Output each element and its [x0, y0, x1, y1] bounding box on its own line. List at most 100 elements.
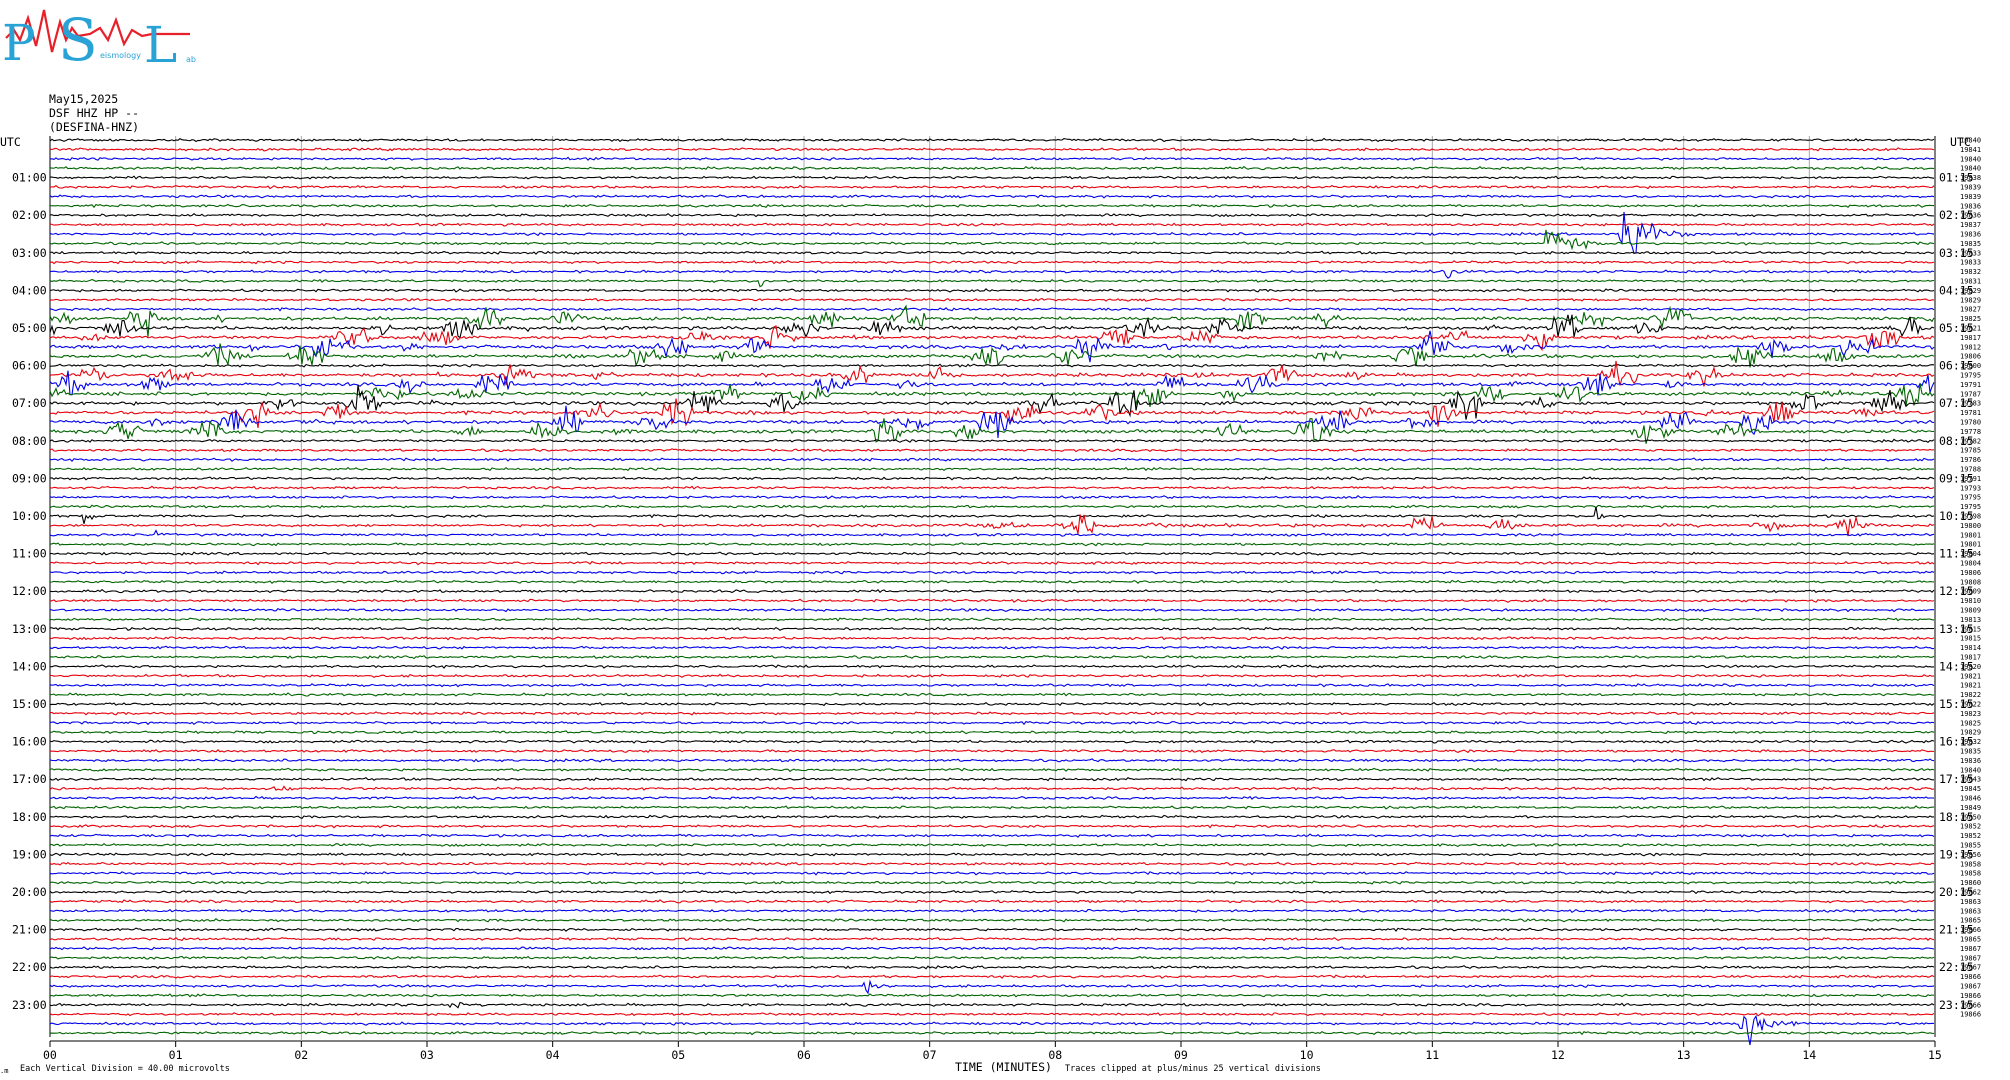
trace-line — [49, 383, 1935, 407]
logo-wave — [5, 9, 190, 53]
chart-grid — [49, 136, 1936, 1047]
trace-value-label: 19867 — [1960, 945, 1981, 953]
trace-line — [49, 137, 1935, 143]
hour-label-right: 17:15 — [1939, 772, 1974, 786]
trace-value-label: 19825 — [1960, 719, 1981, 727]
trace-value-label: 19821 — [1960, 325, 1981, 333]
trace-line — [49, 767, 1935, 773]
trace-value-label: 19840 — [1960, 766, 1981, 774]
trace-value-label: 19863 — [1960, 898, 1981, 906]
hour-label-right: 16:15 — [1939, 735, 1974, 749]
trace-line — [49, 758, 1935, 763]
trace-value-label: 19849 — [1960, 804, 1981, 812]
hour-label-left: 05:00 — [12, 321, 47, 335]
hour-label-left: 01:00 — [12, 171, 47, 185]
trace-line — [49, 927, 1935, 932]
trace-value-label: 19833 — [1960, 259, 1981, 267]
trace-line — [49, 1001, 1935, 1009]
trace-value-label: 19852 — [1960, 832, 1981, 840]
trace-line — [49, 514, 1935, 537]
trace-line — [49, 805, 1935, 810]
trace-value-label: 19815 — [1960, 625, 1981, 633]
trace-line — [49, 965, 1935, 970]
x-tick-label: 10 — [1300, 1048, 1314, 1062]
trace-line — [49, 908, 1934, 914]
trace-value-label: 19804 — [1960, 550, 1981, 558]
logo-small-ab: ab — [186, 55, 196, 64]
trace-value-label: 19800 — [1960, 522, 1981, 530]
trace-line — [49, 729, 1935, 735]
trace-value-label: 19791 — [1960, 475, 1981, 483]
trace-line — [49, 494, 1935, 500]
trace-line — [49, 946, 1935, 951]
trace-line — [49, 360, 1935, 387]
trace-value-label: 19852 — [1960, 823, 1981, 831]
x-tick-label: 08 — [1048, 1048, 1062, 1062]
trace-line — [49, 307, 1935, 312]
trace-value-label: 19795 — [1960, 503, 1981, 511]
trace-line — [49, 260, 1935, 265]
trace-line — [49, 229, 1935, 251]
trace-value-label: 19787 — [1960, 390, 1981, 398]
trace-value-label: 19821 — [1960, 672, 1981, 680]
trace-line — [49, 570, 1935, 575]
trace-value-label: 19809 — [1960, 588, 1981, 596]
trace-value-label: 19783 — [1960, 400, 1981, 408]
hour-label-left: 21:00 — [12, 923, 47, 937]
trace-line — [49, 560, 1935, 566]
trace-value-label: 19778 — [1960, 428, 1981, 436]
x-tick-label: 14 — [1802, 1048, 1816, 1062]
trace-line — [49, 607, 1935, 613]
hour-label-left: 12:00 — [12, 584, 47, 598]
trace-line — [49, 156, 1935, 161]
trace-line — [49, 184, 1935, 190]
trace-line — [49, 979, 1935, 995]
trace-value-label: 19806 — [1960, 569, 1981, 577]
trace-line — [49, 147, 1935, 152]
hour-label-left: 06:00 — [12, 359, 47, 373]
trace-line — [49, 824, 1935, 829]
hour-label-left: 09:00 — [12, 471, 47, 485]
trace-value-label: 19858 — [1960, 870, 1981, 878]
trace-value-label: 19860 — [1960, 879, 1981, 887]
trace-value-label: 19867 — [1960, 964, 1981, 972]
psl-logo: P S L eismology ab — [2, 6, 196, 72]
trace-line — [49, 654, 1935, 660]
trace-value-label: 19845 — [1960, 785, 1981, 793]
hour-label-right: 12:15 — [1939, 584, 1974, 598]
hour-label-right: 23:15 — [1939, 998, 1974, 1012]
trace-line — [49, 269, 1935, 279]
logo-letter-s: S — [58, 6, 98, 72]
x-tick-label: 15 — [1928, 1048, 1942, 1062]
hour-label-right: 06:15 — [1939, 359, 1974, 373]
trace-value-label: 19795 — [1960, 372, 1981, 380]
trace-value-label: 19866 — [1960, 926, 1981, 934]
trace-line — [49, 418, 1935, 444]
trace-line — [49, 343, 1935, 368]
left-utc-label: UTC — [0, 135, 21, 149]
chart-labels: UTC UTC TIME (MINUTES) Each Vertical Div… — [0, 135, 1981, 1075]
hour-label-right: 10:15 — [1939, 509, 1974, 523]
footer-scale-note: Each Vertical Division = 40.00 microvolt… — [20, 1064, 230, 1074]
trace-value-label: 19835 — [1960, 748, 1981, 756]
header-date: May15,2025 — [49, 92, 119, 106]
trace-value-label: 19829 — [1960, 287, 1981, 295]
trace-line — [49, 739, 1935, 744]
trace-line — [49, 993, 1935, 998]
hour-label-left: 02:00 — [12, 208, 47, 222]
trace-line — [49, 457, 1935, 463]
trace-line — [49, 664, 1935, 669]
x-tick-label: 12 — [1551, 1048, 1565, 1062]
trace-value-label: 19865 — [1960, 917, 1981, 925]
x-tick-label: 00 — [43, 1048, 57, 1062]
hour-label-left: 16:00 — [12, 735, 47, 749]
hour-label-left: 18:00 — [12, 810, 47, 824]
trace-value-label: 19866 — [1960, 992, 1981, 1000]
trace-line — [49, 683, 1935, 688]
trace-value-label: 19837 — [1960, 221, 1981, 229]
hour-label-left: 04:00 — [12, 283, 47, 297]
trace-value-label: 19782 — [1960, 437, 1981, 445]
hour-label-right: 18:15 — [1939, 810, 1974, 824]
hour-label-left: 20:00 — [12, 885, 47, 899]
